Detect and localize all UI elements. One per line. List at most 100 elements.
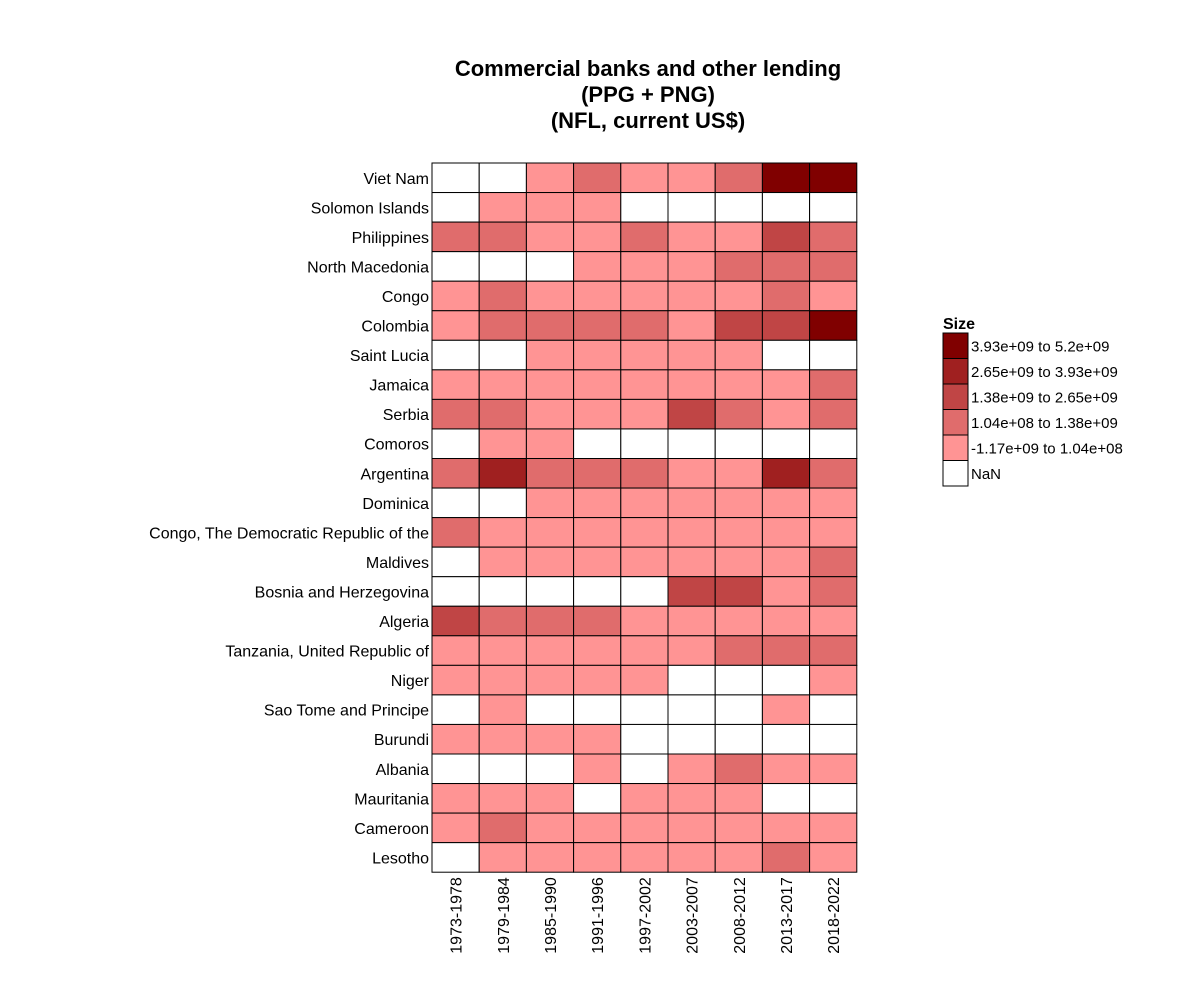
heatmap-cell: [478, 162, 527, 194]
heatmap-cell: [714, 723, 763, 755]
heatmap-cell: [478, 398, 527, 430]
heatmap-cell: [667, 192, 716, 223]
heatmap-cell: [573, 842, 622, 873]
heatmap-cell: [431, 369, 480, 400]
heatmap-cell: [667, 398, 716, 430]
heatmap-cell: [761, 812, 811, 844]
heatmap-cell: [620, 576, 669, 607]
heatmap-cell: [525, 605, 575, 637]
column-label: 2018-2022: [826, 877, 843, 954]
heatmap-cell: [620, 428, 669, 460]
heatmap-cell: [667, 517, 716, 548]
heatmap-cell: [525, 280, 575, 312]
heatmap-cell: [525, 398, 575, 430]
heatmap-cell: [714, 487, 763, 519]
heatmap-cell: [573, 162, 622, 194]
heatmap-cell: [620, 221, 669, 253]
heatmap-cell: [478, 842, 527, 873]
heatmap-cell: [714, 783, 763, 814]
heatmap-cell: [431, 398, 480, 430]
heatmap-cell: [761, 517, 811, 548]
heatmap-cell: [620, 458, 669, 489]
heatmap-cell: [573, 546, 622, 578]
heatmap-cell: [761, 162, 811, 194]
heatmap-cell: [525, 162, 575, 194]
heatmap-cell: [525, 635, 575, 666]
heatmap-cell: [620, 251, 669, 282]
heatmap-cell: [478, 546, 527, 578]
heatmap-cell: [573, 280, 622, 312]
heatmap-cell: [761, 753, 811, 785]
heatmap-cell: [809, 398, 858, 430]
heatmap-cell: [573, 339, 622, 371]
heatmap-cell: [525, 842, 575, 873]
row-label: Bosnia and Herzegovina: [255, 584, 429, 601]
heatmap-cell: [714, 251, 763, 282]
heatmap-cell: [809, 280, 858, 312]
legend-swatch: [942, 409, 969, 436]
heatmap-cell: [573, 398, 622, 430]
legend-label: 2.65e+09 to 3.93e+09: [971, 364, 1118, 381]
heatmap-cell: [525, 517, 575, 548]
heatmap-cell: [431, 339, 480, 371]
heatmap-cell: [714, 842, 763, 873]
row-label: Algeria: [379, 614, 429, 631]
heatmap-cell: [525, 251, 575, 282]
heatmap-cell: [525, 753, 575, 785]
heatmap-cell: [761, 723, 811, 755]
heatmap-cell: [809, 310, 858, 341]
chart-title-line-3: (NFL, current US$): [550, 108, 746, 133]
heatmap-cell: [431, 842, 480, 873]
heatmap-cell: [431, 428, 480, 460]
heatmap-cell: [761, 192, 811, 223]
heatmap-cell: [573, 310, 622, 341]
heatmap-cell: [431, 251, 480, 282]
row-label: Mauritania: [354, 791, 429, 808]
row-label: Albania: [376, 762, 429, 779]
heatmap-cell: [478, 310, 527, 341]
heatmap-cell: [525, 723, 575, 755]
column-label: 1979-1984: [496, 877, 513, 954]
heatmap-cell: [431, 458, 480, 489]
heatmap-cell: [431, 192, 480, 223]
legend-swatch: [942, 460, 969, 487]
column-label: 2003-2007: [685, 877, 702, 954]
heatmap-cell: [431, 694, 480, 725]
row-label: Argentina: [361, 466, 430, 483]
heatmap-cell: [620, 723, 669, 755]
row-label: Jamaica: [369, 378, 429, 395]
row-label: Comoros: [364, 437, 429, 454]
heatmap-cell: [667, 280, 716, 312]
heatmap-cell: [620, 162, 669, 194]
heatmap-cell: [620, 192, 669, 223]
heatmap-cell: [431, 221, 480, 253]
row-label: North Macedonia: [307, 259, 429, 276]
heatmap-cell: [761, 664, 811, 696]
heatmap-cell: [525, 221, 575, 253]
heatmap-cell: [714, 398, 763, 430]
heatmap-cell: [761, 694, 811, 725]
heatmap-cell: [573, 635, 622, 666]
heatmap-cell: [667, 428, 716, 460]
heatmap-cell: [620, 842, 669, 873]
row-label: Lesotho: [372, 850, 429, 867]
heatmap-cell: [620, 310, 669, 341]
heatmap-cell: [667, 546, 716, 578]
heatmap-cell: [573, 812, 622, 844]
heatmap-cell: [620, 783, 669, 814]
heatmap-cell: [761, 251, 811, 282]
row-label: Serbia: [383, 407, 429, 424]
heatmap-cell: [573, 664, 622, 696]
column-labels: 1973-1978 1979-1984 1985-1990 1991-1996 1997…: [449, 877, 844, 954]
heatmap-cell: [620, 605, 669, 637]
heatmap-cell: [667, 605, 716, 637]
heatmap-cell: [525, 458, 575, 489]
row-label: Philippines: [352, 230, 429, 247]
row-label: Cameroon: [354, 821, 429, 838]
legend-swatch: [942, 383, 969, 410]
heatmap-cell: [478, 280, 527, 312]
heatmap-cell: [620, 812, 669, 844]
heatmap-cell: [573, 723, 622, 755]
heatmap-cell: [714, 664, 763, 696]
heatmap-cell: [431, 517, 480, 548]
